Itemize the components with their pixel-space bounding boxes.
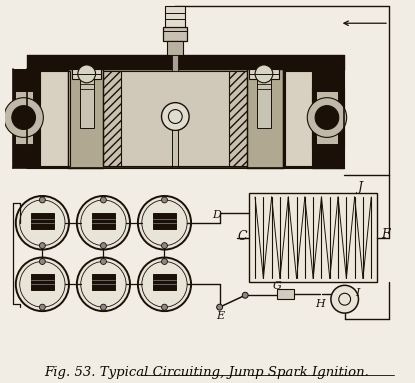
Circle shape xyxy=(138,257,191,311)
Bar xyxy=(285,71,312,166)
Circle shape xyxy=(77,257,130,311)
Bar xyxy=(27,69,70,168)
Circle shape xyxy=(78,65,95,83)
Text: E: E xyxy=(217,311,225,321)
Circle shape xyxy=(39,197,45,203)
Circle shape xyxy=(100,242,106,249)
Circle shape xyxy=(138,196,191,250)
Circle shape xyxy=(161,259,167,265)
Bar xyxy=(31,213,54,229)
Bar xyxy=(283,69,344,168)
Bar xyxy=(166,7,185,30)
Text: H: H xyxy=(315,299,325,309)
Circle shape xyxy=(4,98,43,137)
Bar xyxy=(92,213,115,229)
Bar xyxy=(249,69,279,79)
Circle shape xyxy=(242,292,248,298)
Bar xyxy=(249,193,377,282)
Bar xyxy=(27,55,344,69)
Bar xyxy=(257,79,271,128)
Bar xyxy=(172,55,178,71)
Circle shape xyxy=(100,259,106,265)
Circle shape xyxy=(161,197,167,203)
Bar xyxy=(277,289,295,299)
Circle shape xyxy=(100,197,106,203)
Text: C: C xyxy=(237,230,247,243)
Circle shape xyxy=(307,98,347,137)
Text: I: I xyxy=(356,288,360,298)
Bar xyxy=(153,274,176,290)
Bar xyxy=(40,71,70,166)
Bar xyxy=(72,69,101,79)
Bar xyxy=(121,71,229,166)
Text: J: J xyxy=(357,181,362,194)
Bar xyxy=(103,71,247,166)
Circle shape xyxy=(161,242,167,249)
Bar xyxy=(13,87,34,148)
Circle shape xyxy=(39,304,45,310)
Text: F: F xyxy=(381,228,390,241)
Bar xyxy=(153,213,176,229)
Bar xyxy=(167,41,183,55)
Circle shape xyxy=(39,259,45,265)
Circle shape xyxy=(16,257,69,311)
Circle shape xyxy=(100,304,106,310)
Text: D: D xyxy=(212,210,221,220)
Circle shape xyxy=(315,106,339,129)
Circle shape xyxy=(161,304,167,310)
Circle shape xyxy=(255,65,273,83)
Circle shape xyxy=(39,242,45,249)
Bar xyxy=(68,69,283,168)
Circle shape xyxy=(12,106,35,129)
Bar xyxy=(172,131,178,168)
Bar xyxy=(312,87,344,148)
Bar xyxy=(13,69,40,168)
Text: Fig. 53. Typical Circuiting, Jump Spark Ignition.: Fig. 53. Typical Circuiting, Jump Spark … xyxy=(44,366,369,379)
Circle shape xyxy=(331,285,359,313)
Bar xyxy=(316,91,338,144)
Bar xyxy=(13,81,52,156)
Bar xyxy=(164,27,187,41)
Bar xyxy=(31,274,54,290)
Text: G: G xyxy=(273,281,282,291)
Bar xyxy=(80,79,93,128)
Circle shape xyxy=(161,103,189,131)
Bar xyxy=(15,91,32,144)
Circle shape xyxy=(217,304,222,310)
Bar xyxy=(92,274,115,290)
Circle shape xyxy=(77,196,130,250)
Circle shape xyxy=(16,196,69,250)
Bar xyxy=(40,71,68,166)
